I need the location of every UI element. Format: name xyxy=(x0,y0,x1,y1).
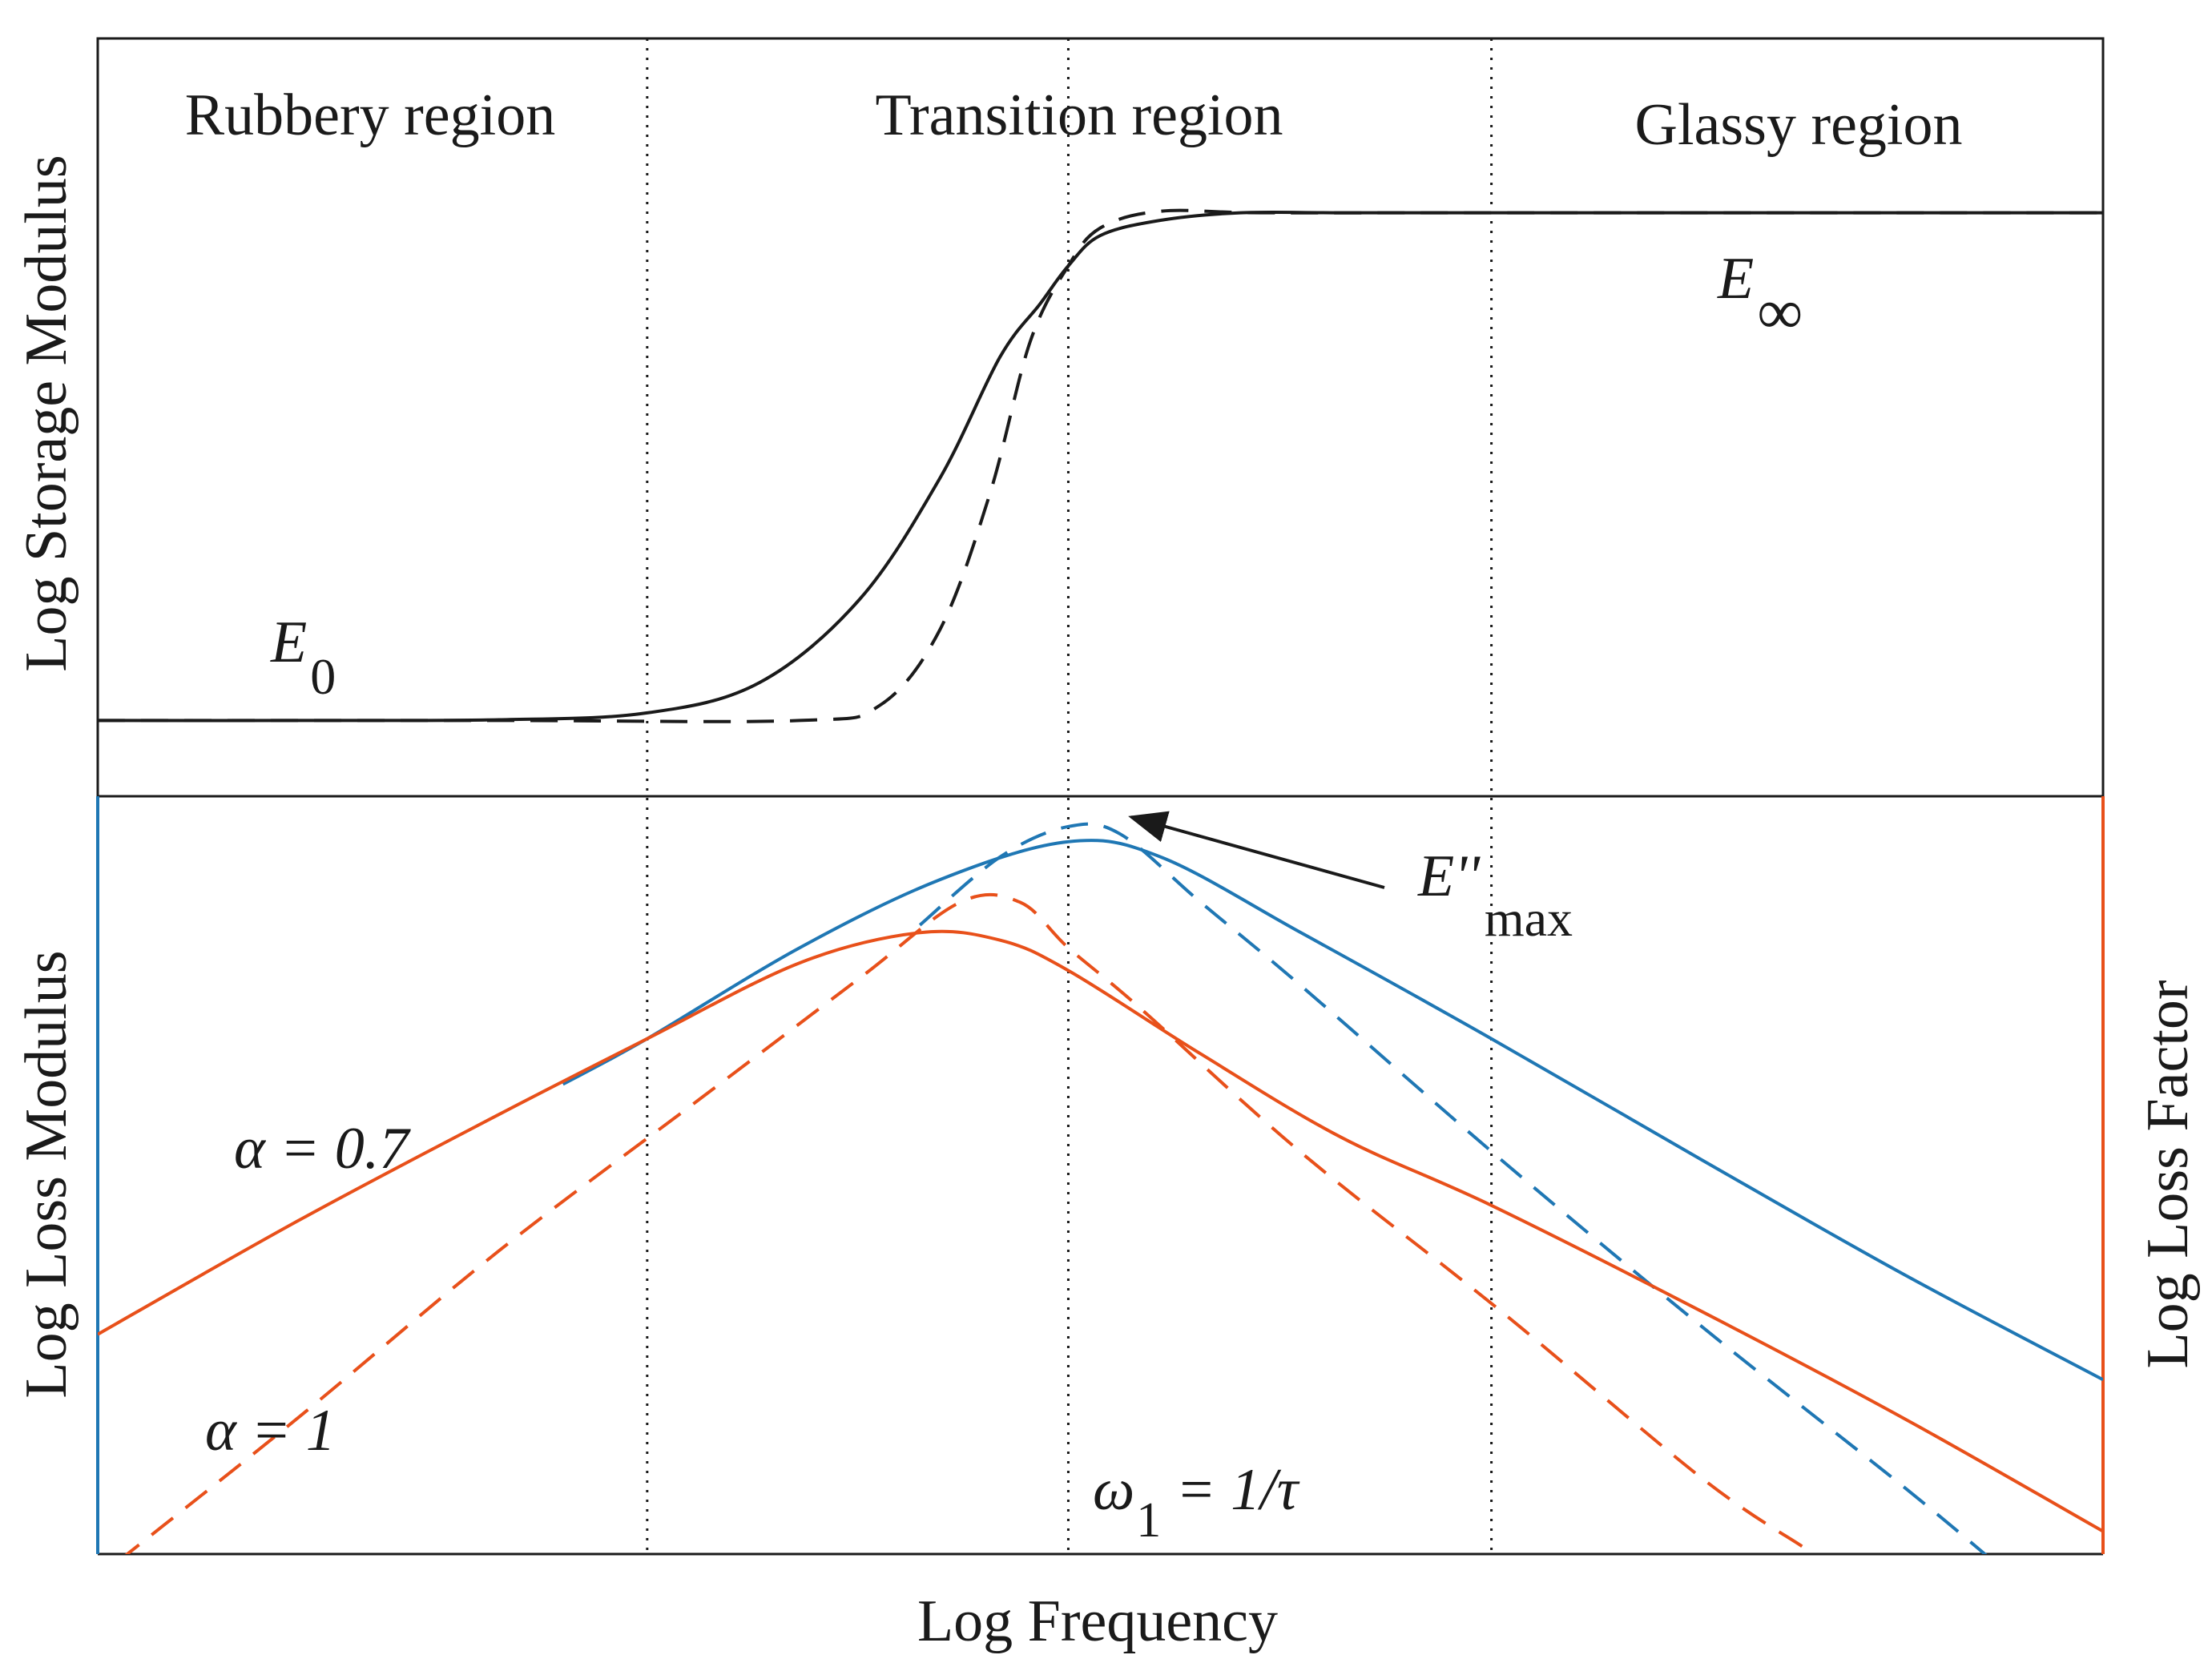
bottom-panel-series xyxy=(98,822,2103,1554)
annotation-e-loss-max: E''max xyxy=(1417,844,1573,947)
region-label-rubbery: Rubbery region xyxy=(185,83,555,148)
bottom-panel-frame xyxy=(96,795,2105,1556)
loss-modulus-solid-line xyxy=(562,839,2103,1382)
y-axis-label-storage: Log Storage Modulus xyxy=(14,155,79,671)
loss-factor-solid-line xyxy=(98,929,2103,1533)
region-label-glassy: Glassy region xyxy=(1635,92,1963,158)
annotation-e-infinity: E∞ xyxy=(1717,246,1803,348)
y-axis-label-loss-modulus: Log Loss Modulus xyxy=(14,950,79,1398)
annotation-arrow xyxy=(1128,811,1385,889)
annotation-alpha-1: α = 1 xyxy=(205,1398,336,1464)
annotation-e0: E0 xyxy=(270,610,336,705)
storage-modulus-dashed-line xyxy=(98,208,2103,723)
x-axis-label: Log Frequency xyxy=(917,1588,1278,1654)
loss-factor-dashed-line xyxy=(124,892,1803,1554)
annotation-alpha-07: α = 0.7 xyxy=(234,1116,411,1182)
annotation-omega: ω1 = 1/τ xyxy=(1093,1457,1300,1548)
top-panel-series xyxy=(97,208,2103,723)
loss-modulus-dashed-line xyxy=(918,822,1988,1554)
region-label-transition: Transition region xyxy=(875,83,1283,148)
y-axis-label-loss-factor: Log Loss Factor xyxy=(2135,980,2201,1368)
